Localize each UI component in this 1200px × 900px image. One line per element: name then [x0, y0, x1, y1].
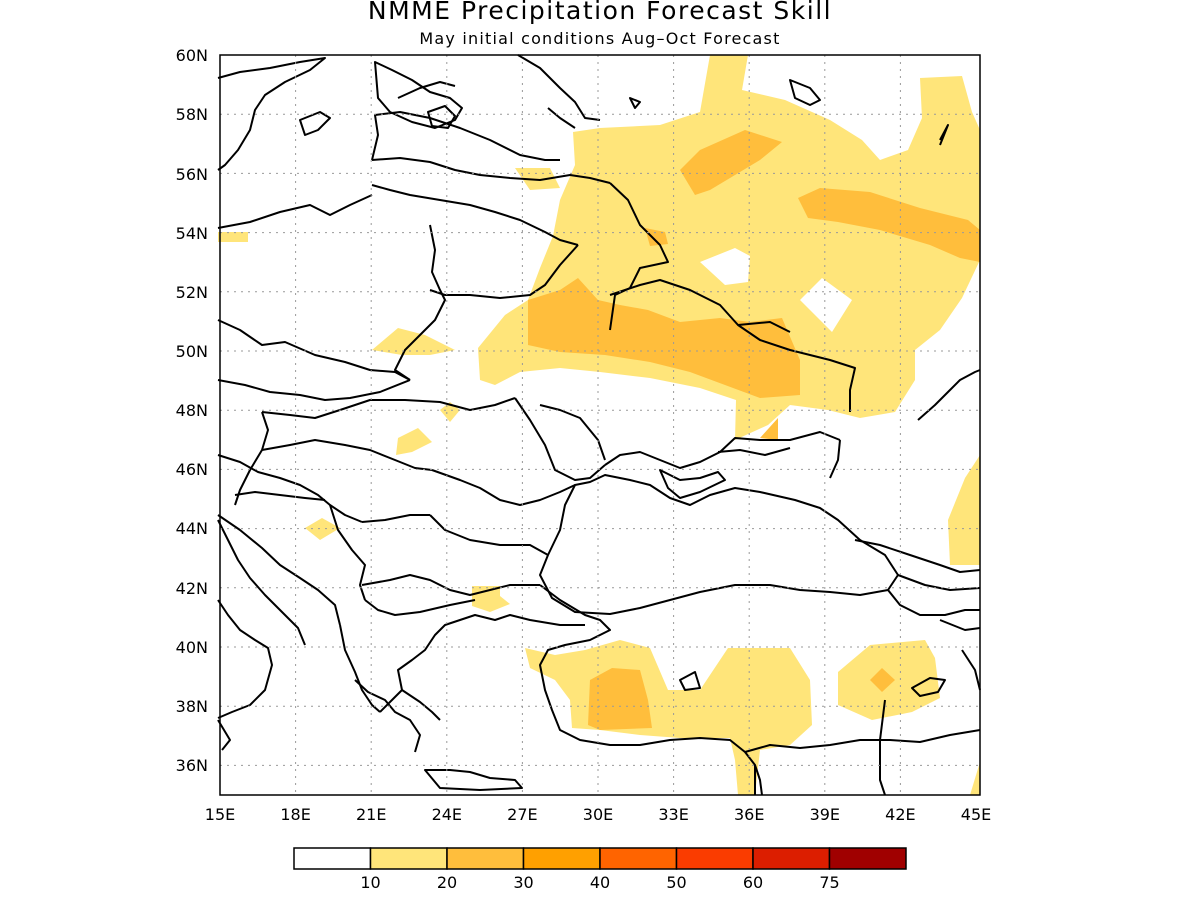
skill-region-20-30 [798, 188, 980, 262]
colorbar-label: 50 [666, 873, 686, 892]
y-tick-label: 46N [176, 460, 208, 479]
map-frame [219, 54, 981, 796]
y-tick-label: 54N [176, 224, 208, 243]
colorbar-label: 20 [437, 873, 457, 892]
x-tick-label: 30E [583, 805, 613, 824]
colorbar-swatch [752, 847, 831, 870]
skill-region-10-20 [218, 232, 248, 242]
skill-region-20-30 [528, 278, 800, 398]
y-tick-label: 36N [176, 756, 208, 775]
colorbar-label: 30 [513, 873, 533, 892]
colorbar-label: 40 [590, 873, 610, 892]
y-tick-label: 50N [176, 342, 208, 361]
colorbar: 10 20 30 40 50 60 75 [293, 847, 907, 892]
country-borders [217, 54, 981, 796]
map-subtitle: May initial conditions Aug–Oct Forecast [419, 29, 781, 48]
skill-region-10-20 [948, 455, 980, 565]
y-tick-label: 48N [176, 401, 208, 420]
x-tick-label: 42E [885, 805, 915, 824]
x-tick-label: 24E [432, 805, 462, 824]
skill-region-10-20 [970, 762, 980, 795]
y-axis-ticks: 36N 38N 40N 42N 44N 46N 48N 50N 52N 54N … [176, 46, 208, 775]
x-tick-label: 21E [356, 805, 386, 824]
x-tick-label: 45E [961, 805, 991, 824]
y-tick-label: 38N [176, 697, 208, 716]
y-tick-label: 52N [176, 283, 208, 302]
map-title: NMME Precipitation Forecast Skill [367, 0, 833, 25]
skill-shading [218, 55, 980, 795]
colorbar-swatch [293, 847, 372, 870]
x-tick-label: 18E [280, 805, 310, 824]
skill-region-20-30 [760, 418, 778, 440]
colorbar-swatch [828, 847, 907, 870]
x-tick-label: 15E [205, 805, 235, 824]
skill-region-20-30 [680, 130, 782, 195]
skill-region-20-30 [870, 668, 895, 692]
colorbar-swatch [522, 847, 601, 870]
skill-region-10-20 [396, 428, 432, 455]
colorbar-label: 75 [819, 873, 839, 892]
colorbar-swatch [369, 847, 448, 870]
x-tick-label: 33E [658, 805, 688, 824]
x-tick-label: 36E [734, 805, 764, 824]
y-tick-label: 42N [176, 579, 208, 598]
x-tick-label: 39E [810, 805, 840, 824]
y-tick-label: 44N [176, 519, 208, 538]
y-tick-label: 40N [176, 638, 208, 657]
x-tick-label: 27E [507, 805, 537, 824]
y-tick-label: 60N [176, 46, 208, 65]
skill-region-10-20 [525, 640, 812, 795]
colorbar-swatch [599, 847, 678, 870]
colorbar-label: 10 [360, 873, 380, 892]
skill-region-10-20 [305, 518, 340, 540]
skill-region-20-30 [588, 668, 652, 730]
colorbar-label: 60 [743, 873, 763, 892]
colorbar-swatch [446, 847, 525, 870]
graticule [220, 55, 980, 795]
y-tick-label: 56N [176, 165, 208, 184]
colorbar-swatch [675, 847, 754, 870]
x-axis-ticks: 15E 18E 21E 24E 27E 30E 33E 36E 39E 42E … [205, 805, 991, 824]
y-tick-label: 58N [176, 105, 208, 124]
